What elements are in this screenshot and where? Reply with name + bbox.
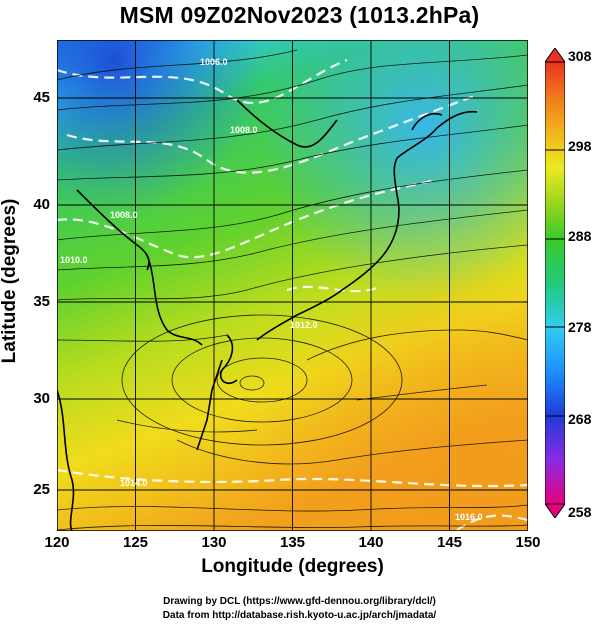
x-tick-125: 125 bbox=[122, 534, 149, 551]
y-tick-30: 30 bbox=[33, 390, 50, 407]
y-tick-35: 35 bbox=[33, 293, 50, 310]
isobar-label: 1012.0 bbox=[290, 320, 318, 330]
y-axis-label: Latitude (degrees) bbox=[0, 198, 20, 364]
colorbar-scale bbox=[544, 47, 566, 519]
colorbar-tick-308: 308 bbox=[568, 48, 592, 64]
x-tick-150: 150 bbox=[515, 534, 541, 551]
credit-line-2: Data from http://database.rish.kyoto-u.a… bbox=[162, 610, 437, 621]
isobar-label: 1008.0 bbox=[230, 125, 258, 135]
isobar-label: 1006.0 bbox=[200, 57, 228, 67]
isobar-label: 1010.0 bbox=[60, 255, 88, 265]
temperature-wind-map bbox=[57, 40, 528, 531]
x-tick-135: 135 bbox=[279, 534, 306, 551]
x-tick-120: 120 bbox=[44, 534, 70, 551]
colorbar-tick-258: 258 bbox=[568, 504, 592, 520]
y-tick-25: 25 bbox=[33, 481, 50, 498]
isobar-label: 1014.0 bbox=[120, 478, 148, 488]
x-tick-140: 140 bbox=[358, 534, 384, 551]
wind-streamlines bbox=[57, 49, 528, 531]
x-tick-145: 145 bbox=[436, 534, 463, 551]
isobar-contours bbox=[57, 58, 528, 531]
isobar-label: 1008.0 bbox=[110, 210, 138, 220]
x-axis-label: Longitude (degrees) bbox=[201, 556, 384, 577]
x-tick-130: 130 bbox=[201, 534, 227, 551]
colorbar bbox=[544, 47, 566, 523]
y-tick-45: 45 bbox=[33, 89, 50, 106]
colorbar-tick-298: 298 bbox=[568, 138, 592, 154]
lat-lon-grid bbox=[57, 40, 528, 531]
isobar-label: 1016.0 bbox=[455, 512, 483, 522]
credit-line-1: Drawing by DCL (https://www.gfd-dennou.o… bbox=[163, 596, 436, 607]
colorbar-tick-288: 288 bbox=[568, 228, 592, 244]
y-tick-40: 40 bbox=[33, 196, 50, 213]
map-title: MSM 09Z02Nov2023 (1013.2hPa) bbox=[119, 2, 480, 28]
colorbar-tick-268: 268 bbox=[568, 411, 592, 427]
map-panel bbox=[57, 40, 528, 531]
colorbar-tick-278: 278 bbox=[568, 319, 592, 335]
